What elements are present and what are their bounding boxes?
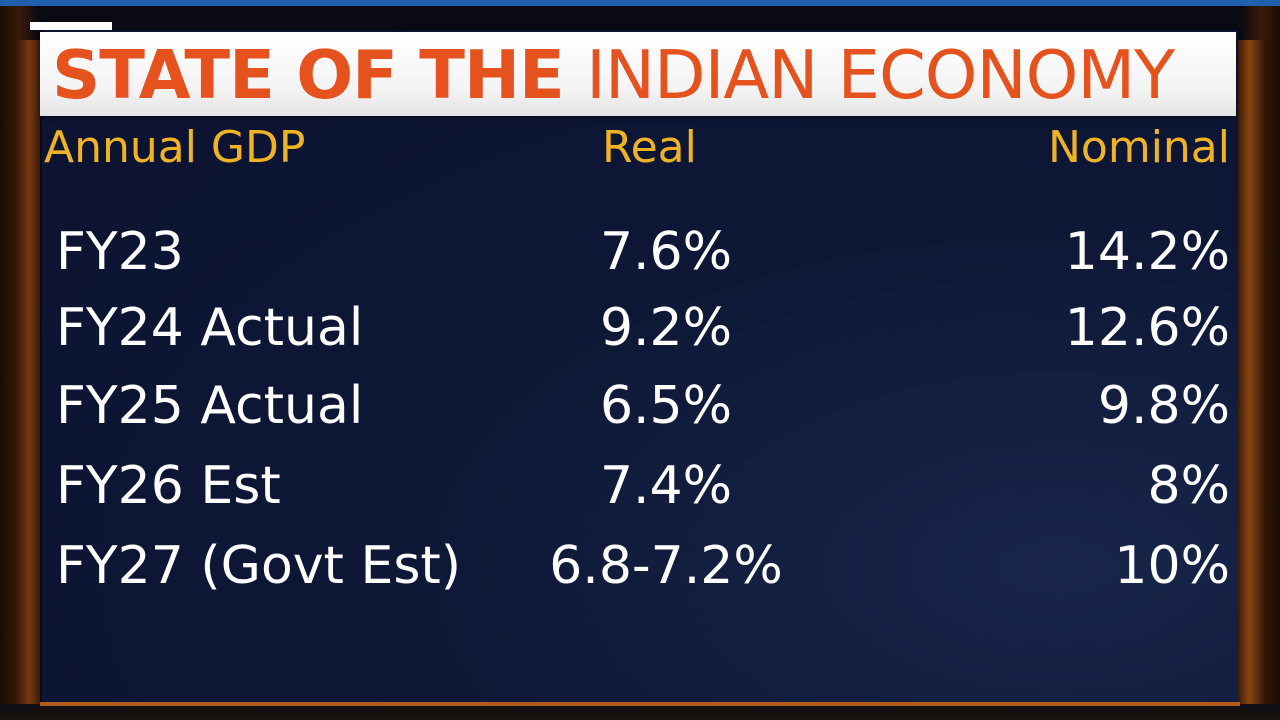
bottom-accent-line	[40, 702, 1240, 706]
column-header-real: Real	[602, 122, 697, 173]
nominal-gdp-value: 14.2%	[1064, 222, 1230, 282]
nominal-gdp-value: 9.8%	[1097, 376, 1230, 436]
real-gdp-value: 6.8-7.2%	[549, 536, 783, 596]
title-bar-notch	[30, 22, 112, 30]
top-accent-strip	[0, 0, 1280, 6]
table-row: FY27 (Govt Est) 6.8-7.2% 10%	[0, 530, 1280, 602]
title-bold-part: STATE OF THE	[52, 36, 565, 114]
row-label: FY24 Actual	[56, 298, 364, 358]
table-row: FY24 Actual 9.2% 12.6%	[0, 292, 1280, 364]
real-gdp-value: 6.5%	[599, 376, 733, 436]
column-header-nominal: Nominal	[1048, 122, 1230, 173]
left-frame-edge	[14, 40, 40, 710]
row-label: FY26 Est	[56, 456, 281, 516]
table-row: FY25 Actual 6.5% 9.8%	[0, 370, 1280, 442]
table-row: FY23 7.6% 14.2%	[0, 216, 1280, 288]
nominal-gdp-value: 12.6%	[1064, 298, 1230, 358]
bottom-frame-strip	[0, 704, 1280, 720]
column-header-annual-gdp: Annual GDP	[44, 122, 306, 173]
page-title: STATE OF THE INDIAN ECONOMY	[52, 30, 1175, 120]
title-light-part: INDIAN ECONOMY	[586, 36, 1175, 114]
row-label: FY25 Actual	[56, 376, 364, 436]
real-gdp-value: 7.4%	[599, 456, 733, 516]
table-row: FY26 Est 7.4% 8%	[0, 450, 1280, 522]
real-gdp-value: 9.2%	[599, 298, 733, 358]
data-panel	[42, 30, 1238, 702]
title-bar	[40, 32, 1236, 116]
right-frame-edge	[1238, 40, 1266, 710]
nominal-gdp-value: 10%	[1114, 536, 1230, 596]
row-label: FY27 (Govt Est)	[56, 536, 462, 596]
real-gdp-value: 7.6%	[599, 222, 733, 282]
row-label: FY23	[56, 222, 184, 282]
nominal-gdp-value: 8%	[1147, 456, 1231, 516]
